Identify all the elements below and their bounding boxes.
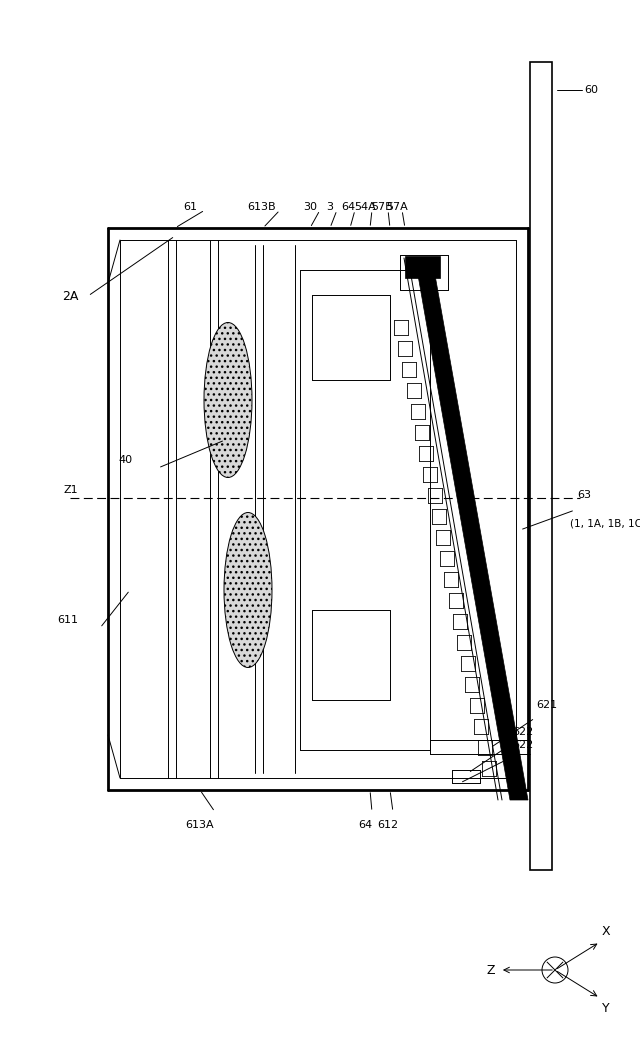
Text: 613A: 613A [186,820,214,830]
Text: Z: Z [486,964,495,977]
Text: 57A: 57A [386,202,408,212]
Text: 63: 63 [577,491,591,500]
Text: 3: 3 [326,202,333,212]
Text: 60: 60 [584,85,598,95]
Text: 57B: 57B [371,202,393,212]
Text: X: X [602,925,611,938]
Text: 613B: 613B [248,202,276,212]
Text: 40: 40 [119,455,133,465]
Text: 64: 64 [358,820,372,830]
Text: 61: 61 [183,202,197,212]
Text: 2A: 2A [62,290,78,303]
Ellipse shape [224,513,272,667]
Text: (1, 1A, 1B, 1C): (1, 1A, 1B, 1C) [570,518,640,528]
Text: Z1: Z1 [63,485,78,495]
Bar [530,62,552,870]
Text: 611: 611 [57,615,78,625]
Text: Y: Y [602,1002,610,1015]
Text: 30: 30 [303,202,317,212]
Polygon shape [415,257,528,800]
Ellipse shape [204,322,252,478]
Bar [405,256,440,278]
Text: 622: 622 [512,727,533,737]
Text: 612: 612 [378,820,399,830]
Text: 621: 621 [536,700,557,710]
Text: 64: 64 [341,202,355,212]
Text: 54A: 54A [354,202,376,212]
Text: 622: 622 [512,739,533,750]
